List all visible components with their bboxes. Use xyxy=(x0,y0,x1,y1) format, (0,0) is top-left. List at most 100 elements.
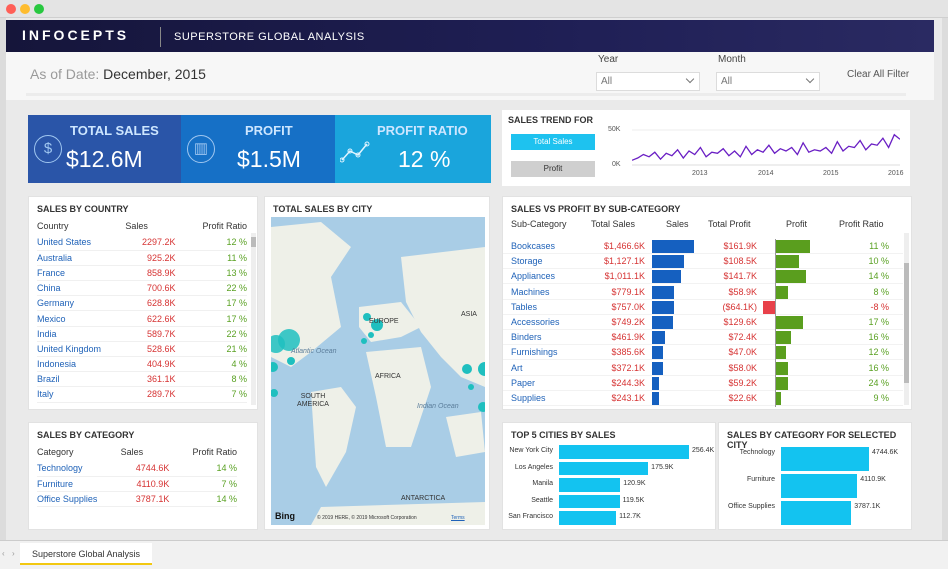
table-row[interactable]: Mexico 622.6K 17 % xyxy=(37,310,247,327)
profit-toggle[interactable]: Profit xyxy=(511,161,595,177)
scrollbar[interactable] xyxy=(904,233,909,405)
bing-logo: Bing xyxy=(275,511,295,521)
city-bubble[interactable] xyxy=(462,364,472,374)
city-bubble[interactable] xyxy=(271,389,278,397)
city-bubble[interactable] xyxy=(271,335,285,353)
profit-bar[interactable] xyxy=(776,270,806,284)
sales-bar[interactable] xyxy=(652,240,694,253)
city-bubble[interactable] xyxy=(468,384,474,390)
city-bubble[interactable] xyxy=(361,338,367,344)
bar[interactable] xyxy=(559,478,621,492)
col-header[interactable]: Total Sales xyxy=(591,219,636,229)
col-header[interactable]: Sales xyxy=(125,221,148,231)
profit-bar[interactable] xyxy=(776,361,789,375)
city-bubble[interactable] xyxy=(478,402,485,412)
table-row[interactable]: Appliances $1,011.1K $141.7K 14 % xyxy=(503,269,903,285)
table-row[interactable]: Office Supplies 3787.1K 14 % xyxy=(37,491,237,508)
col-header[interactable]: Profit Ratio xyxy=(839,219,884,229)
chevron-left-icon[interactable]: ‹ xyxy=(2,549,5,558)
table-row[interactable]: Tables $757.0K ($64.1K) -8 % xyxy=(503,300,903,315)
table-row[interactable]: Australia 925.2K 11 % xyxy=(37,250,247,266)
bar[interactable] xyxy=(559,461,649,475)
month-select[interactable]: All xyxy=(716,72,820,91)
city-bubble[interactable] xyxy=(271,362,278,372)
sales-bar[interactable] xyxy=(652,300,674,314)
table-row[interactable]: United Kingdom 528.6K 21 % xyxy=(37,341,247,358)
table-row[interactable]: Art $372.1K $58.0K 16 % xyxy=(503,361,903,376)
sales-bar[interactable] xyxy=(652,270,681,284)
table-row[interactable]: Supplies $243.1K $22.6K 9 % xyxy=(503,391,903,406)
table-row[interactable]: United States 2297.2K 12 % xyxy=(37,235,247,251)
sales-bar[interactable] xyxy=(652,346,664,360)
col-header[interactable]: Profit Ratio xyxy=(192,447,237,457)
table-row[interactable]: Furniture 4110.9K 7 % xyxy=(37,476,237,492)
total-sales-toggle[interactable]: Total Sales xyxy=(511,134,595,150)
profit-bar[interactable] xyxy=(776,316,804,329)
table-row[interactable]: Indonesia 404.9K 4 % xyxy=(37,356,247,373)
profit-bar[interactable] xyxy=(776,255,799,269)
scrollbar-thumb[interactable] xyxy=(904,263,909,383)
col-header[interactable]: Sales xyxy=(666,219,689,229)
table-row[interactable]: Germany 628.8K 17 % xyxy=(37,295,247,312)
table-row[interactable]: France 858.9K 13 % xyxy=(37,265,247,282)
table-row[interactable]: India 589.7K 22 % xyxy=(37,326,247,342)
clear-all-filter-button[interactable]: Clear All Filter xyxy=(847,69,910,80)
bar[interactable] xyxy=(781,501,852,525)
col-header[interactable]: Category xyxy=(37,447,74,457)
sales-bar[interactable] xyxy=(652,331,666,345)
sales-bar[interactable] xyxy=(652,316,674,329)
sales-bar[interactable] xyxy=(652,285,675,299)
bar[interactable] xyxy=(781,447,869,471)
profit-bar[interactable] xyxy=(776,376,789,390)
sales-bar[interactable] xyxy=(652,361,663,375)
table-row[interactable]: Technology 4744.6K 14 % xyxy=(37,461,237,477)
sales-bar[interactable] xyxy=(652,392,659,405)
bar[interactable] xyxy=(559,511,617,525)
table-row[interactable]: Accessories $749.2K $129.6K 17 % xyxy=(503,315,903,330)
close-window-button[interactable] xyxy=(6,4,16,14)
city-bubble[interactable] xyxy=(371,319,383,331)
year-select[interactable]: All xyxy=(596,72,700,91)
scrollbar[interactable] xyxy=(251,233,256,405)
city-bubble[interactable] xyxy=(368,332,374,338)
table-row[interactable]: Italy 289.7K 7 % xyxy=(37,386,247,403)
world-map[interactable] xyxy=(271,217,485,525)
chevron-right-icon[interactable]: › xyxy=(12,549,15,558)
bar[interactable] xyxy=(781,474,858,498)
table-row[interactable]: Bookcases $1,466.6K $161.9K 11 % xyxy=(503,239,903,254)
city-bubble[interactable] xyxy=(363,313,371,321)
col-header[interactable]: Profit xyxy=(786,219,808,229)
sales-bar[interactable] xyxy=(652,376,659,390)
maximize-window-button[interactable] xyxy=(34,4,44,14)
table-row[interactable]: Storage $1,127.1K $108.5K 10 % xyxy=(503,254,903,270)
city-bubble[interactable] xyxy=(478,362,485,376)
table-row[interactable]: Binders $461.9K $72.4K 16 % xyxy=(503,330,903,346)
table-row[interactable]: China 700.6K 22 % xyxy=(37,280,247,297)
bar[interactable] xyxy=(559,494,620,508)
minimize-window-button[interactable] xyxy=(20,4,30,14)
col-header[interactable]: Country xyxy=(37,221,69,231)
profit-bar[interactable] xyxy=(776,392,781,405)
bar[interactable] xyxy=(559,445,689,459)
scrollbar-thumb[interactable] xyxy=(251,237,256,247)
col-header[interactable]: Profit Ratio xyxy=(202,221,247,231)
profit-bar[interactable] xyxy=(762,300,776,314)
country-sales: 700.6K xyxy=(125,280,186,297)
table-row[interactable]: Paper $244.3K $59.2K 24 % xyxy=(503,376,903,391)
table-row[interactable]: Machines $779.1K $58.9K 8 % xyxy=(503,285,903,300)
subcat-profit-ratio: 17 % xyxy=(868,317,889,327)
col-header[interactable]: Sales xyxy=(120,447,144,457)
table-row[interactable]: Furnishings $385.6K $47.0K 12 % xyxy=(503,345,903,361)
city-bubble[interactable] xyxy=(287,357,295,365)
table-row[interactable]: Brazil 361.1K 8 % xyxy=(37,371,247,388)
page-tabs-bar: ‹ › xyxy=(0,540,948,569)
profit-bar[interactable] xyxy=(776,331,792,345)
profit-bar[interactable] xyxy=(776,346,786,360)
col-header[interactable]: Sub-Category xyxy=(511,219,567,229)
sales-bar[interactable] xyxy=(652,255,685,269)
tab-superstore-global-analysis[interactable]: Superstore Global Analysis xyxy=(20,543,152,565)
profit-bar[interactable] xyxy=(776,240,810,253)
col-header[interactable]: Total Profit xyxy=(708,219,751,229)
map-terms-link[interactable]: Terms xyxy=(451,515,465,521)
profit-bar[interactable] xyxy=(776,285,789,299)
